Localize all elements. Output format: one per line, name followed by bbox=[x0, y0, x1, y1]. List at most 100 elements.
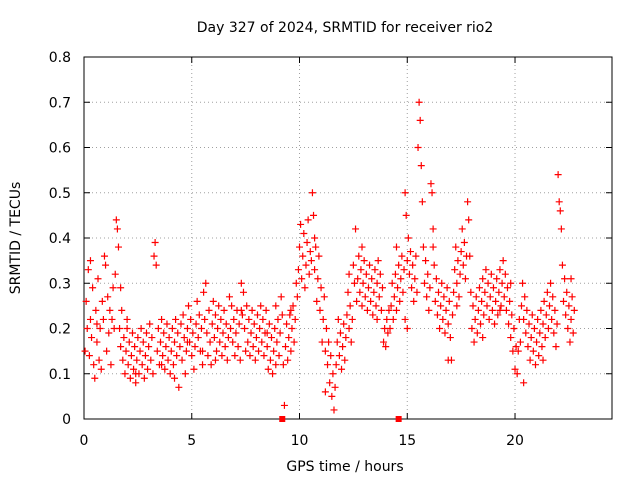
data-point bbox=[185, 302, 193, 310]
data-point bbox=[181, 370, 189, 378]
data-point bbox=[245, 315, 253, 323]
data-point bbox=[544, 325, 552, 332]
data-point bbox=[274, 315, 282, 323]
data-point bbox=[536, 329, 544, 337]
data-point bbox=[165, 334, 173, 342]
data-point bbox=[327, 352, 335, 360]
data-point bbox=[109, 284, 117, 292]
data-point bbox=[107, 361, 115, 369]
data-point bbox=[496, 306, 504, 314]
data-point bbox=[160, 329, 168, 337]
data-point bbox=[397, 275, 405, 283]
data-point bbox=[253, 311, 261, 319]
data-point bbox=[565, 302, 573, 310]
data-point bbox=[517, 302, 525, 310]
data-point bbox=[493, 275, 501, 283]
data-point bbox=[570, 306, 578, 314]
data-point bbox=[288, 325, 296, 332]
data-point bbox=[130, 365, 138, 373]
data-point bbox=[526, 356, 534, 364]
data-point bbox=[269, 370, 277, 378]
data-point bbox=[390, 293, 398, 301]
data-point bbox=[394, 284, 402, 292]
data-point bbox=[338, 365, 346, 373]
data-point bbox=[416, 116, 424, 124]
data-point bbox=[265, 320, 273, 328]
data-point bbox=[405, 270, 413, 278]
data-point bbox=[444, 356, 452, 364]
data-point bbox=[507, 279, 515, 287]
data-point bbox=[452, 243, 460, 251]
data-point bbox=[409, 261, 417, 269]
data-point bbox=[272, 302, 280, 310]
data-point bbox=[84, 266, 92, 274]
data-point bbox=[296, 243, 304, 251]
data-point bbox=[252, 334, 260, 342]
data-point bbox=[414, 144, 422, 151]
data-point bbox=[563, 288, 571, 296]
data-point bbox=[272, 361, 280, 369]
data-point bbox=[510, 325, 518, 332]
data-point bbox=[403, 325, 411, 332]
data-point bbox=[329, 370, 337, 378]
data-point bbox=[189, 329, 197, 337]
data-point bbox=[325, 338, 333, 346]
data-point bbox=[116, 325, 124, 332]
data-point bbox=[216, 338, 224, 346]
data-point bbox=[145, 343, 153, 351]
data-point bbox=[236, 356, 244, 364]
data-point bbox=[482, 266, 490, 274]
data-point bbox=[364, 284, 372, 292]
data-point bbox=[529, 347, 537, 355]
data-point bbox=[220, 306, 228, 314]
data-point bbox=[324, 361, 332, 369]
data-point bbox=[154, 325, 162, 332]
data-point bbox=[528, 311, 536, 319]
data-point bbox=[279, 361, 287, 369]
data-point bbox=[568, 293, 576, 301]
data-point bbox=[287, 306, 295, 314]
data-point bbox=[238, 311, 246, 319]
data-point bbox=[286, 311, 294, 319]
data-point bbox=[118, 306, 126, 314]
data-point bbox=[342, 334, 350, 342]
data-point bbox=[431, 297, 439, 305]
data-point bbox=[380, 338, 388, 346]
data-point bbox=[225, 293, 233, 301]
data-point bbox=[446, 334, 454, 342]
data-point bbox=[88, 334, 96, 342]
data-point bbox=[358, 243, 366, 251]
data-point bbox=[384, 329, 392, 337]
data-point bbox=[453, 302, 461, 310]
data-point bbox=[432, 275, 440, 283]
data-point bbox=[163, 320, 171, 328]
data-point bbox=[440, 293, 448, 301]
data-point bbox=[399, 288, 407, 296]
data-point bbox=[217, 315, 225, 323]
data-point bbox=[144, 365, 152, 373]
data-point bbox=[547, 279, 555, 287]
data-point bbox=[284, 356, 292, 364]
data-point bbox=[558, 261, 566, 269]
data-point bbox=[301, 284, 309, 292]
data-point bbox=[317, 284, 325, 292]
data-point bbox=[333, 338, 341, 346]
data-point bbox=[427, 180, 435, 188]
data-point bbox=[125, 338, 133, 346]
data-point bbox=[362, 270, 370, 278]
data-point bbox=[315, 252, 323, 260]
data-point bbox=[474, 306, 482, 314]
data-point bbox=[458, 225, 466, 233]
y-tick-label: 0.5 bbox=[49, 186, 71, 202]
data-point bbox=[117, 343, 125, 351]
data-point bbox=[513, 370, 521, 378]
data-point bbox=[473, 329, 481, 337]
data-point bbox=[475, 284, 483, 292]
data-point bbox=[415, 98, 423, 106]
data-point bbox=[465, 216, 473, 224]
y-tick-label: 0.6 bbox=[49, 141, 71, 157]
data-point bbox=[373, 315, 381, 323]
data-point bbox=[401, 189, 409, 197]
data-point bbox=[429, 225, 437, 233]
data-point bbox=[183, 338, 191, 346]
